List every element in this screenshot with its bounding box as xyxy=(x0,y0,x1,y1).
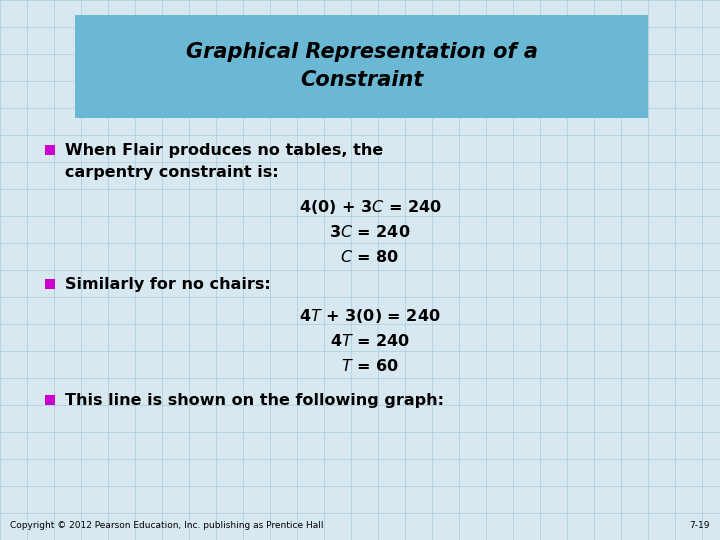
Text: Graphical Representation of a: Graphical Representation of a xyxy=(186,43,538,63)
Text: $\mathit{T}$ = 60: $\mathit{T}$ = 60 xyxy=(341,358,399,374)
Text: $\mathit{C}$ = 80: $\mathit{C}$ = 80 xyxy=(341,249,400,265)
FancyBboxPatch shape xyxy=(45,395,55,405)
FancyBboxPatch shape xyxy=(75,15,648,118)
Text: Copyright © 2012 Pearson Education, Inc. publishing as Prentice Hall: Copyright © 2012 Pearson Education, Inc.… xyxy=(10,521,323,530)
Text: 4(0) + 3$\mathit{C}$ = 240: 4(0) + 3$\mathit{C}$ = 240 xyxy=(299,198,441,216)
Text: 7-19: 7-19 xyxy=(690,521,710,530)
Text: Similarly for no chairs:: Similarly for no chairs: xyxy=(65,276,271,292)
Text: 4$\mathit{T}$ + 3(0) = 240: 4$\mathit{T}$ + 3(0) = 240 xyxy=(300,307,441,325)
Text: This line is shown on the following graph:: This line is shown on the following grap… xyxy=(65,393,444,408)
Text: Constraint: Constraint xyxy=(300,71,423,91)
Text: 3$\mathit{C}$ = 240: 3$\mathit{C}$ = 240 xyxy=(329,224,410,240)
FancyBboxPatch shape xyxy=(45,145,55,155)
Text: 4$\mathit{T}$ = 240: 4$\mathit{T}$ = 240 xyxy=(330,333,410,349)
FancyBboxPatch shape xyxy=(45,279,55,289)
Text: carpentry constraint is:: carpentry constraint is: xyxy=(65,165,279,180)
Text: When Flair produces no tables, the: When Flair produces no tables, the xyxy=(65,143,383,158)
